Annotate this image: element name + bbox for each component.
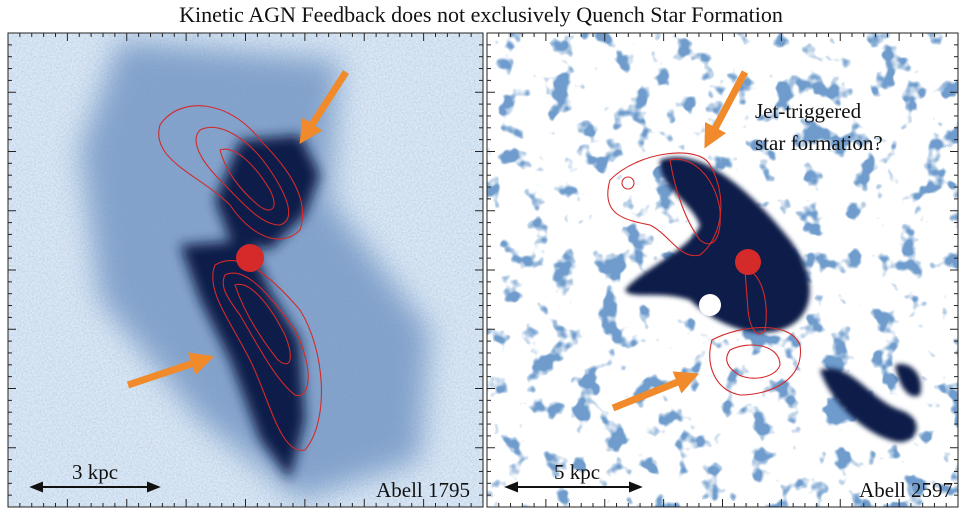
figure: Kinetic AGN Feedback does not exclusivel… [0,0,963,513]
nucleus [735,249,761,275]
annotation: Jet-triggered [755,99,862,123]
figure-title: Kinetic AGN Feedback does not exclusivel… [179,2,783,27]
scale-label: 3 kpc [72,460,118,484]
panel-label: Abell 2597 [859,478,953,502]
panel-label: Abell 1795 [376,478,470,502]
scale-label: 5 kpc [554,460,600,484]
nucleus [236,244,264,272]
panel-image [487,33,958,507]
annotation: star formation? [755,131,883,155]
